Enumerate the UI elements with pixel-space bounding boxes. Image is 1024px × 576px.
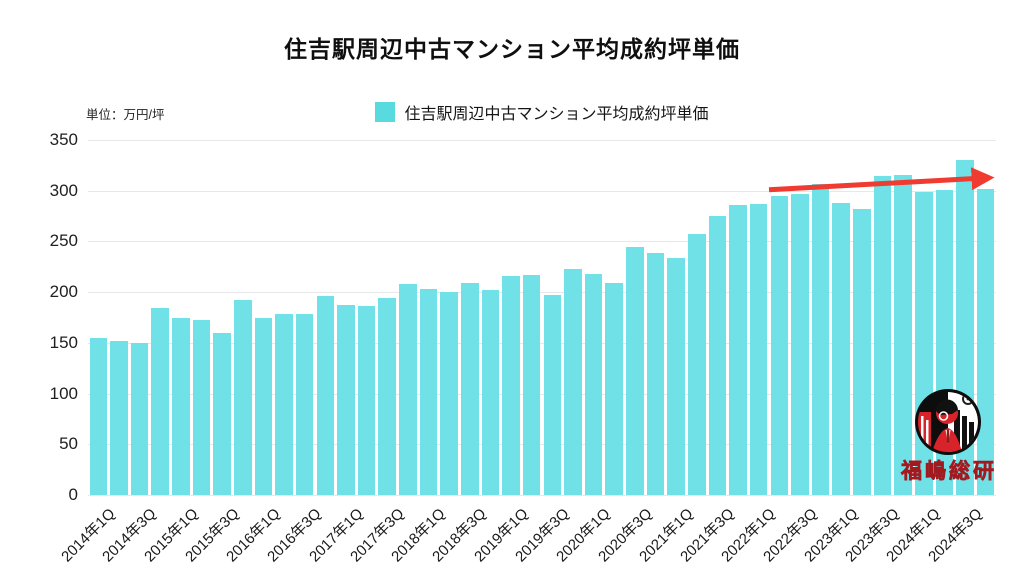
bar bbox=[89, 337, 108, 495]
y-tick-label: 100 bbox=[49, 383, 78, 403]
gridline bbox=[88, 342, 996, 344]
gridline bbox=[88, 241, 996, 243]
bar bbox=[605, 283, 624, 495]
legend-swatch-icon bbox=[375, 102, 396, 122]
bar bbox=[481, 290, 500, 495]
gridline bbox=[88, 393, 996, 395]
bar bbox=[440, 292, 458, 495]
y-tick-label: 0 bbox=[68, 485, 78, 504]
bar bbox=[522, 274, 541, 495]
bar bbox=[110, 340, 128, 495]
bar bbox=[832, 202, 851, 495]
bar bbox=[667, 257, 685, 495]
bar bbox=[357, 306, 376, 495]
gridline bbox=[88, 444, 996, 446]
bar bbox=[853, 208, 871, 495]
y-tick-label: 250 bbox=[49, 231, 78, 251]
bar bbox=[399, 284, 417, 495]
bar bbox=[646, 252, 665, 495]
bar bbox=[316, 296, 335, 495]
bar bbox=[770, 195, 789, 495]
bar bbox=[419, 289, 438, 495]
bar bbox=[791, 193, 809, 495]
bar bbox=[130, 342, 149, 495]
bar bbox=[543, 295, 562, 495]
bar bbox=[295, 314, 314, 495]
bar bbox=[337, 305, 355, 495]
gridline bbox=[88, 190, 996, 192]
bar bbox=[172, 317, 190, 495]
bar bbox=[564, 268, 582, 495]
bar bbox=[976, 188, 995, 495]
bar bbox=[151, 308, 170, 495]
bar bbox=[192, 319, 211, 495]
y-tick-label: 50 bbox=[59, 434, 78, 454]
bar bbox=[873, 175, 892, 495]
bar bbox=[626, 246, 644, 495]
logo: 福嶋総研 bbox=[892, 386, 1006, 488]
y-tick-label: 150 bbox=[49, 332, 78, 352]
legend-label: 住吉駅周辺中古マンション平均成約坪単価 bbox=[404, 106, 709, 123]
y-tick-label: 200 bbox=[49, 282, 78, 302]
bar bbox=[254, 317, 273, 495]
gridline bbox=[88, 140, 996, 141]
gridline bbox=[88, 292, 996, 294]
bar bbox=[378, 298, 397, 495]
chart-title: 住吉駅周辺中古マンション平均成約坪単価 bbox=[284, 36, 740, 62]
bar bbox=[749, 203, 768, 495]
bar bbox=[213, 332, 231, 495]
bar bbox=[584, 273, 603, 495]
bar bbox=[708, 216, 727, 495]
plot-area bbox=[88, 140, 996, 496]
logo-graphic: 福嶋総研 bbox=[900, 389, 997, 483]
gridline bbox=[88, 495, 996, 496]
bar bbox=[687, 234, 706, 495]
trend-arrow bbox=[768, 167, 995, 193]
y-tick-label: 350 bbox=[49, 130, 78, 149]
bar bbox=[275, 314, 293, 495]
bar bbox=[894, 174, 912, 495]
logo-glasses-icon bbox=[938, 411, 949, 421]
bar bbox=[502, 275, 520, 495]
bar bbox=[233, 300, 252, 495]
logo-text: 福嶋総研 bbox=[900, 459, 997, 483]
bar bbox=[729, 204, 747, 495]
bar bbox=[460, 283, 479, 495]
bar bbox=[811, 183, 830, 495]
y-tick-label: 300 bbox=[49, 180, 78, 200]
legend: 住吉駅周辺中古マンション平均成約坪単価 bbox=[88, 100, 996, 124]
unit-label: 単位：万円/坪 bbox=[86, 108, 165, 122]
